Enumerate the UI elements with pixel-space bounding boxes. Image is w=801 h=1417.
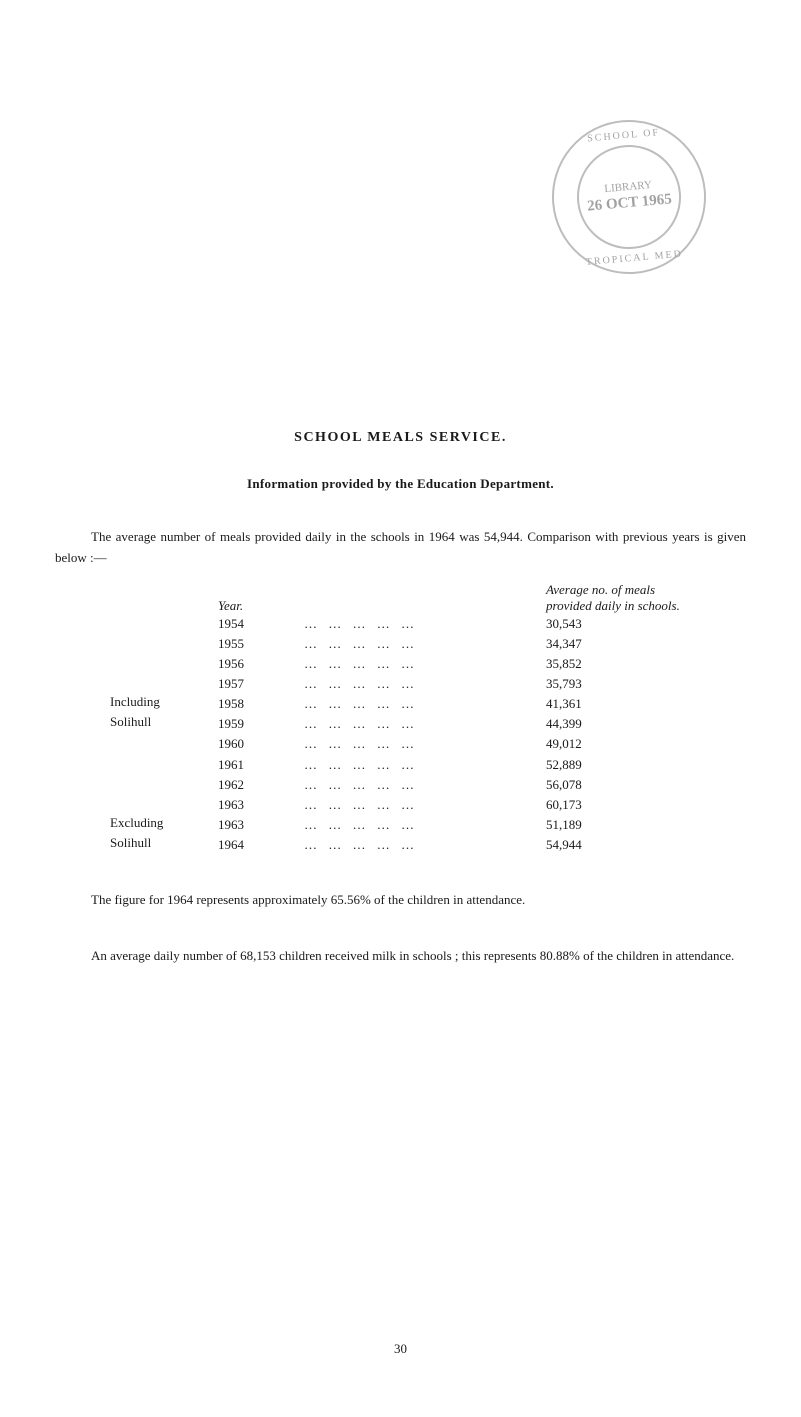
table-row: 1961 … … … … … 52,889 xyxy=(55,755,746,775)
meals-table: Average no. of meals Year. provided dail… xyxy=(55,582,746,856)
value-cell: 60,173 xyxy=(526,795,746,815)
value-cell: 52,889 xyxy=(526,755,746,775)
stamp-text-top: SCHOOL OF xyxy=(587,127,661,144)
value-cell: 35,852 xyxy=(526,654,746,674)
table-row: 1954 … … … … … 30,543 xyxy=(55,614,746,634)
year-cell: 1963 xyxy=(218,815,298,835)
excluding-sublabel: Solihull xyxy=(110,835,151,851)
table-row: 1959 … … … … … 44,399 xyxy=(55,714,746,734)
dots-cell: … … … … … xyxy=(298,795,526,815)
value-cell: 49,012 xyxy=(526,734,746,754)
year-cell: 1954 xyxy=(218,614,298,634)
dots-cell: … … … … … xyxy=(298,734,526,754)
dots-cell: … … … … … xyxy=(298,835,526,855)
dots-cell: … … … … … xyxy=(298,714,526,734)
excluding-group: Excluding Solihull 1963 … … … … … 51,189… xyxy=(55,815,746,855)
year-cell: 1961 xyxy=(218,755,298,775)
dots-cell: … … … … … xyxy=(298,815,526,835)
value-cell: 41,361 xyxy=(526,694,746,714)
year-cell: 1955 xyxy=(218,634,298,654)
table-row: 1964 … … … … … 54,944 xyxy=(55,835,746,855)
including-label: Including xyxy=(110,694,160,710)
value-cell: 56,078 xyxy=(526,775,746,795)
year-cell: 1959 xyxy=(218,714,298,734)
footnote-2: An average daily number of 68,153 childr… xyxy=(55,946,746,967)
year-cell: 1956 xyxy=(218,654,298,674)
year-cell: 1963 xyxy=(218,795,298,815)
value-cell: 44,399 xyxy=(526,714,746,734)
dots-cell: … … … … … xyxy=(298,614,526,634)
col-label-spacer xyxy=(55,582,218,598)
footnote-1: The figure for 1964 represents approxima… xyxy=(55,890,746,911)
value-cell: 54,944 xyxy=(526,835,746,855)
value-cell: 35,793 xyxy=(526,674,746,694)
dots-cell: … … … … … xyxy=(298,634,526,654)
including-sublabel: Solihull xyxy=(110,714,151,730)
table-row: 1962 … … … … … 56,078 xyxy=(55,775,746,795)
year-cell: 1962 xyxy=(218,775,298,795)
table-row: 1963 … … … … … 60,173 xyxy=(55,795,746,815)
including-group: Including Solihull 1954 … … … … … 30,543… xyxy=(55,614,746,815)
year-cell: 1958 xyxy=(218,694,298,714)
dots-cell: … … … … … xyxy=(298,694,526,714)
excluding-label: Excluding xyxy=(110,815,163,831)
dots-cell: … … … … … xyxy=(298,654,526,674)
value-cell: 30,543 xyxy=(526,614,746,634)
year-cell: 1964 xyxy=(218,835,298,855)
col-year-header: Year. xyxy=(218,598,298,614)
value-cell: 34,347 xyxy=(526,634,746,654)
page-title: SCHOOL MEALS SERVICE. xyxy=(55,430,746,446)
year-cell: 1960 xyxy=(218,734,298,754)
table-header-row-1: Average no. of meals xyxy=(55,582,746,598)
year-cell: 1957 xyxy=(218,674,298,694)
table-row: 1957 … … … … … 35,793 xyxy=(55,674,746,694)
dots-cell: … … … … … xyxy=(298,674,526,694)
col-value-header-1: Average no. of meals xyxy=(526,582,746,598)
col-dots-spacer xyxy=(298,582,526,598)
table-row: 1955 … … … … … 34,347 xyxy=(55,634,746,654)
table-row: 1960 … … … … … 49,012 xyxy=(55,734,746,754)
col-year-spacer xyxy=(218,582,298,598)
intro-paragraph: The average number of meals provided dai… xyxy=(55,527,746,569)
col-label-spacer2 xyxy=(55,598,218,614)
library-stamp: SCHOOL OF LIBRARY 26 OCT 1965 TROPICAL M… xyxy=(546,114,713,281)
dots-cell: … … … … … xyxy=(298,775,526,795)
col-dots-spacer2 xyxy=(298,598,526,614)
page-subtitle: Information provided by the Education De… xyxy=(55,476,746,492)
stamp-text-bottom: TROPICAL MED xyxy=(585,249,683,268)
col-value-header-2: provided daily in schools. xyxy=(526,598,746,614)
dots-cell: … … … … … xyxy=(298,755,526,775)
table-header-row-2: Year. provided daily in schools. xyxy=(55,598,746,614)
value-cell: 51,189 xyxy=(526,815,746,835)
table-row: 1956 … … … … … 35,852 xyxy=(55,654,746,674)
page-number: 30 xyxy=(0,1341,801,1357)
